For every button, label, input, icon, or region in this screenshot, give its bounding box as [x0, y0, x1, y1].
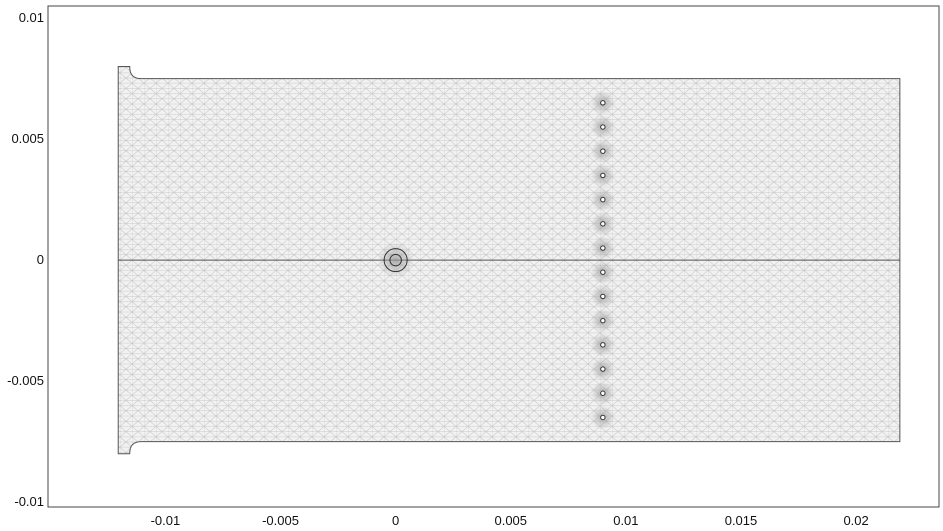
probe-point: [600, 414, 606, 421]
y-tick-label: -0.005: [7, 373, 44, 389]
x-tick-label: -0.01: [150, 513, 181, 528]
probe-point: [600, 148, 606, 154]
x-tick-label: 0: [392, 513, 400, 528]
probe-point: [600, 245, 606, 251]
domain-boundary: [117, 66, 901, 455]
probe-point: [600, 317, 606, 324]
probe-point: [600, 293, 606, 300]
probe-point: [600, 172, 606, 179]
x-tick-label: 0.01: [613, 513, 639, 528]
domain-features: [118, 90, 900, 430]
x-tick-label: 0.005: [494, 513, 528, 528]
wire-circle: [383, 248, 408, 273]
x-tick-label: 0.015: [724, 513, 758, 528]
y-tick-label: 0: [36, 252, 44, 268]
probe-point: [600, 221, 606, 227]
x-tick-label: 0.02: [843, 513, 869, 528]
x-tick-label: -0.005: [262, 513, 299, 528]
probe-point: [600, 124, 606, 130]
y-tick-label: -0.01: [14, 494, 44, 510]
y-tick-label: 0.01: [18, 10, 44, 26]
probe-point: [600, 390, 606, 396]
probe-point: [600, 366, 606, 372]
wire-circle: [389, 253, 402, 267]
probe-point: [600, 196, 606, 203]
wire-refinement: [377, 242, 414, 279]
y-tick-label: 0.005: [11, 131, 44, 147]
probe-point: [600, 100, 606, 106]
probe-point: [600, 269, 606, 275]
axes-frame: [47, 5, 940, 508]
probe-point: [600, 342, 606, 348]
